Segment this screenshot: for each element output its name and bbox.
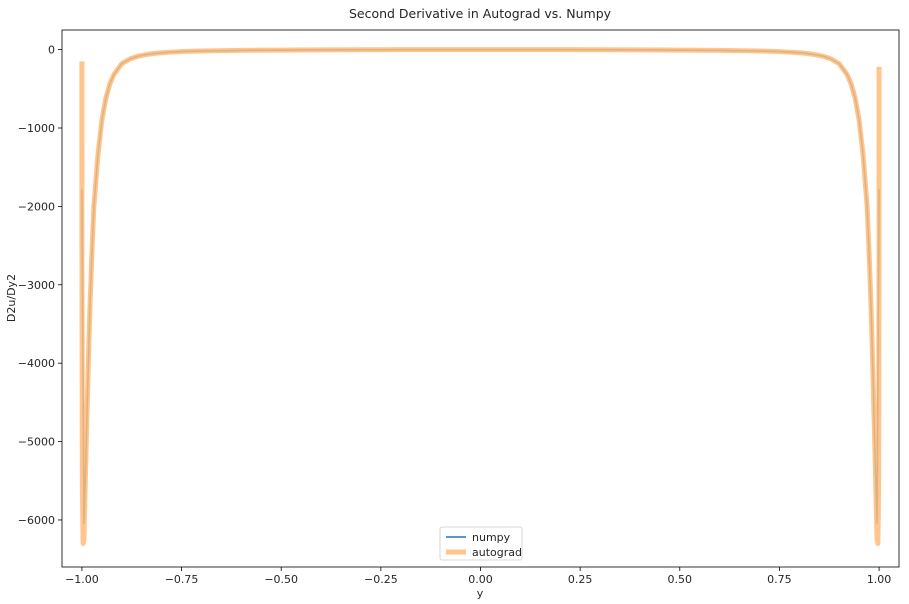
x-tick-label: 0.50 bbox=[668, 573, 693, 586]
legend-label-autograd: autograd bbox=[472, 546, 522, 559]
y-axis: 0 −1000 −2000 −3000 −4000 −5000 −6000 bbox=[18, 44, 62, 527]
x-tick-label: 0.25 bbox=[568, 573, 593, 586]
legend: numpy autograd bbox=[439, 526, 523, 561]
y-axis-label: D2u/Dy2 bbox=[5, 274, 18, 322]
y-tick-label: −4000 bbox=[18, 357, 55, 370]
series-line-autograd bbox=[79, 47, 882, 546]
x-tick-label: −0.75 bbox=[165, 573, 199, 586]
y-tick-label: −3000 bbox=[18, 279, 55, 292]
legend-label-numpy: numpy bbox=[472, 531, 511, 544]
x-tick-label: 0.00 bbox=[468, 573, 493, 586]
x-tick-label: 1.00 bbox=[867, 573, 892, 586]
x-axis-label: y bbox=[477, 587, 484, 600]
x-tick-label: −0.50 bbox=[264, 573, 298, 586]
y-tick-label: −6000 bbox=[18, 514, 55, 527]
x-tick-label: 0.75 bbox=[767, 573, 792, 586]
y-tick-label: 0 bbox=[48, 44, 55, 57]
x-tick-label: −0.25 bbox=[364, 573, 398, 586]
plot-lines bbox=[79, 47, 882, 546]
chart-title: Second Derivative in Autograd vs. Numpy bbox=[349, 6, 612, 21]
x-tick-label: −1.00 bbox=[65, 573, 99, 586]
x-axis: −1.00 −0.75 −0.50 −0.25 0.00 0.25 0.50 0.75 1.00 bbox=[65, 567, 891, 586]
y-tick-label: −2000 bbox=[18, 200, 55, 213]
y-tick-label: −1000 bbox=[18, 122, 55, 135]
y-tick-label: −5000 bbox=[18, 436, 55, 449]
